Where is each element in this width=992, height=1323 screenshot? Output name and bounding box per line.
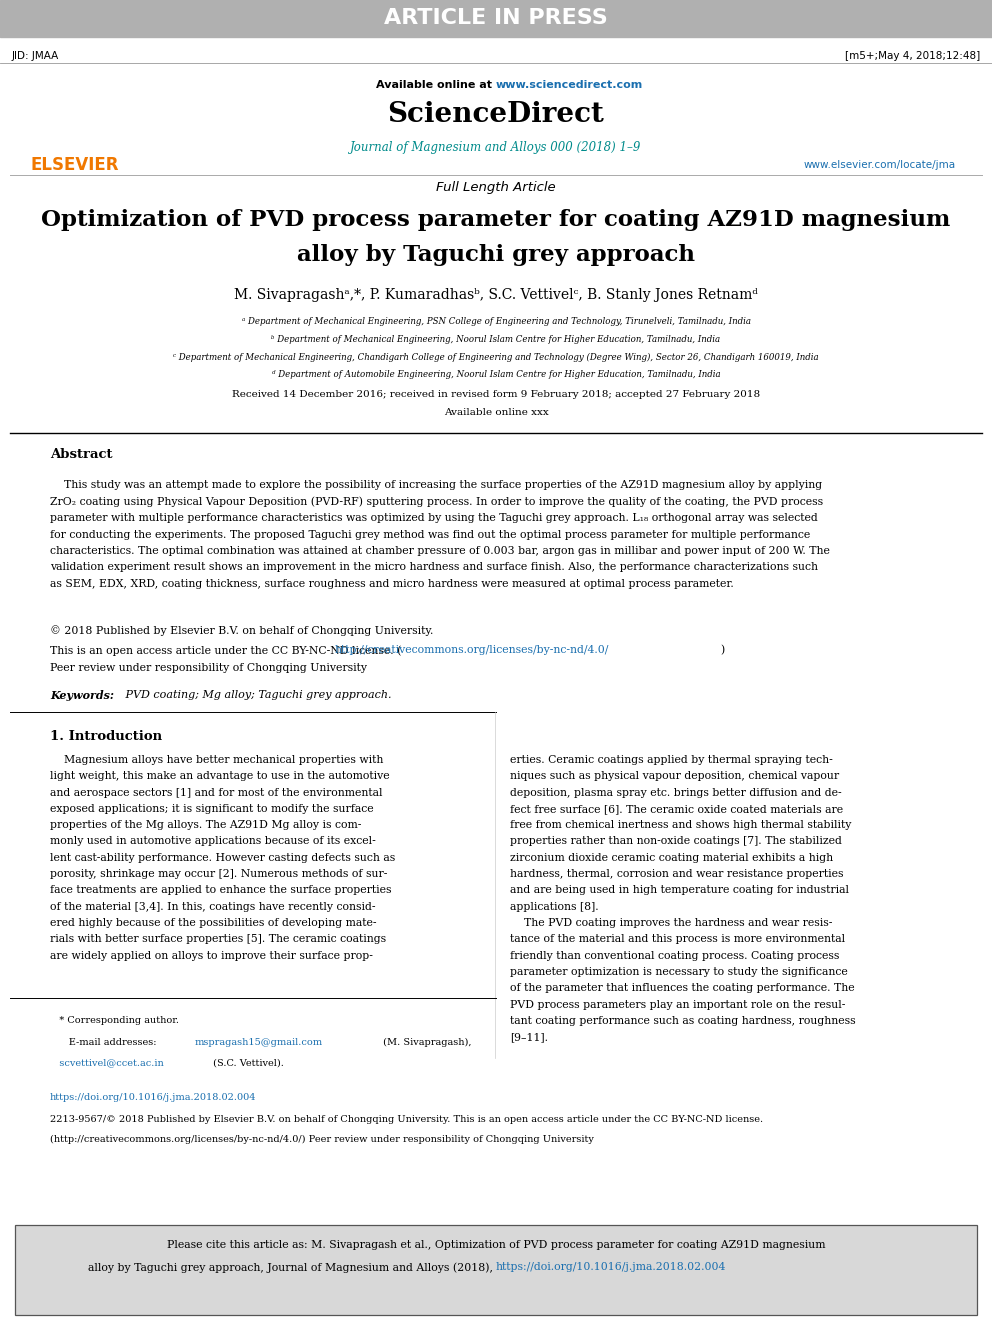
Text: Full Length Article: Full Length Article [436, 181, 556, 194]
Text: (S.C. Vettivel).: (S.C. Vettivel). [210, 1058, 284, 1068]
Text: 2213-9567/© 2018 Published by Elsevier B.V. on behalf of Chongqing University. T: 2213-9567/© 2018 Published by Elsevier B… [50, 1115, 763, 1125]
Text: and aerospace sectors [1] and for most of the environmental: and aerospace sectors [1] and for most o… [50, 787, 383, 798]
Text: parameter with multiple performance characteristics was optimized by using the T: parameter with multiple performance char… [50, 513, 817, 523]
Text: lent cast-ability performance. However casting defects such as: lent cast-ability performance. However c… [50, 853, 395, 863]
Text: This study was an attempt made to explore the possibility of increasing the surf: This study was an attempt made to explor… [50, 480, 822, 490]
Text: ᵈ Department of Automobile Engineering, Noorul Islam Centre for Higher Education: ᵈ Department of Automobile Engineering, … [272, 370, 720, 378]
Text: Journal of Magnesium and Alloys 000 (2018) 1–9: Journal of Magnesium and Alloys 000 (201… [350, 142, 642, 155]
Text: [m5+;May 4, 2018;12:48]: [m5+;May 4, 2018;12:48] [845, 52, 980, 61]
Text: porosity, shrinkage may occur [2]. Numerous methods of sur-: porosity, shrinkage may occur [2]. Numer… [50, 869, 387, 878]
Text: light weight, this make an advantage to use in the automotive: light weight, this make an advantage to … [50, 771, 390, 782]
Text: Peer review under responsibility of Chongqing University: Peer review under responsibility of Chon… [50, 663, 367, 673]
Text: ZrO₂ coating using Physical Vapour Deposition (PVD-RF) sputtering process. In or: ZrO₂ coating using Physical Vapour Depos… [50, 496, 823, 507]
Bar [0, 0, 992, 37]
Text: properties rather than non-oxide coatings [7]. The stabilized: properties rather than non-oxide coating… [510, 836, 842, 847]
Text: tant coating performance such as coating hardness, roughness: tant coating performance such as coating… [510, 1016, 856, 1025]
Text: Magnesium alloys have better mechanical properties with: Magnesium alloys have better mechanical … [50, 755, 383, 765]
Text: mspragash15@gmail.com: mspragash15@gmail.com [195, 1039, 323, 1048]
Text: www.elsevier.com/locate/jma: www.elsevier.com/locate/jma [804, 160, 956, 169]
Text: ᵃ Department of Mechanical Engineering, PSN College of Engineering and Technolog: ᵃ Department of Mechanical Engineering, … [241, 318, 751, 327]
Text: of the parameter that influences the coating performance. The: of the parameter that influences the coa… [510, 983, 855, 994]
Text: https://doi.org/10.1016/j.jma.2018.02.004: https://doi.org/10.1016/j.jma.2018.02.00… [496, 1262, 726, 1271]
Text: zirconium dioxide ceramic coating material exhibits a high: zirconium dioxide ceramic coating materi… [510, 853, 833, 863]
Text: rials with better surface properties [5]. The ceramic coatings: rials with better surface properties [5]… [50, 934, 386, 945]
Text: alloy by Taguchi grey approach, Journal of Magnesium and Alloys (2018),: alloy by Taguchi grey approach, Journal … [87, 1262, 496, 1273]
Text: M. Sivapragashᵃ,*, P. Kumaradhasᵇ, S.C. Vettivelᶜ, B. Stanly Jones Retnamᵈ: M. Sivapragashᵃ,*, P. Kumaradhasᵇ, S.C. … [234, 288, 758, 302]
Text: https://doi.org/10.1016/j.jma.2018.02.004: https://doi.org/10.1016/j.jma.2018.02.00… [50, 1093, 257, 1102]
Text: Available online at: Available online at [376, 79, 496, 90]
Text: fect free surface [6]. The ceramic oxide coated materials are: fect free surface [6]. The ceramic oxide… [510, 804, 843, 814]
Text: E-mail addresses:: E-mail addresses: [50, 1039, 160, 1048]
Text: 1. Introduction: 1. Introduction [50, 730, 162, 744]
Text: ered highly because of the possibilities of developing mate-: ered highly because of the possibilities… [50, 918, 377, 927]
Text: ᶜ Department of Mechanical Engineering, Chandigarh College of Engineering and Te: ᶜ Department of Mechanical Engineering, … [174, 352, 818, 361]
Text: Received 14 December 2016; received in revised form 9 February 2018; accepted 27: Received 14 December 2016; received in r… [232, 390, 760, 400]
Text: ): ) [720, 646, 724, 655]
Text: exposed applications; it is significant to modify the surface: exposed applications; it is significant … [50, 804, 374, 814]
Text: www.sciencedirect.com: www.sciencedirect.com [496, 79, 643, 90]
Text: This is an open access article under the CC BY-NC-ND license. (: This is an open access article under the… [50, 646, 402, 656]
Text: JID: JMAA: JID: JMAA [12, 52, 60, 61]
Text: * Corresponding author.: * Corresponding author. [50, 1016, 179, 1025]
Text: are widely applied on alloys to improve their surface prop-: are widely applied on alloys to improve … [50, 951, 373, 960]
Text: face treatments are applied to enhance the surface properties: face treatments are applied to enhance t… [50, 885, 392, 896]
Text: [9–11].: [9–11]. [510, 1032, 548, 1043]
Text: hardness, thermal, corrosion and wear resistance properties: hardness, thermal, corrosion and wear re… [510, 869, 843, 878]
Text: properties of the Mg alloys. The AZ91D Mg alloy is com-: properties of the Mg alloys. The AZ91D M… [50, 820, 361, 831]
Text: ScienceDirect: ScienceDirect [388, 102, 604, 128]
Text: ARTICLE IN PRESS: ARTICLE IN PRESS [384, 8, 608, 29]
Text: friendly than conventional coating process. Coating process: friendly than conventional coating proce… [510, 951, 839, 960]
Text: PVD process parameters play an important role on the resul-: PVD process parameters play an important… [510, 999, 845, 1009]
Text: Keywords:: Keywords: [50, 691, 114, 701]
Text: The PVD coating improves the hardness and wear resis-: The PVD coating improves the hardness an… [510, 918, 832, 927]
Text: validation experiment result shows an improvement in the micro hardness and surf: validation experiment result shows an im… [50, 562, 818, 573]
Text: ᵇ Department of Mechanical Engineering, Noorul Islam Centre for Higher Education: ᵇ Department of Mechanical Engineering, … [272, 335, 720, 344]
Text: and are being used in high temperature coating for industrial: and are being used in high temperature c… [510, 885, 849, 896]
Text: © 2018 Published by Elsevier B.V. on behalf of Chongqing University.: © 2018 Published by Elsevier B.V. on beh… [50, 624, 434, 636]
Text: niques such as physical vapour deposition, chemical vapour: niques such as physical vapour depositio… [510, 771, 839, 782]
Text: for conducting the experiments. The proposed Taguchi grey method was find out th: for conducting the experiments. The prop… [50, 529, 810, 540]
Text: Abstract: Abstract [50, 448, 112, 462]
Text: of the material [3,4]. In this, coatings have recently consid-: of the material [3,4]. In this, coatings… [50, 902, 376, 912]
Text: Optimization of PVD process parameter for coating AZ91D magnesium: Optimization of PVD process parameter fo… [42, 209, 950, 232]
Text: PVD coating; Mg alloy; Taguchi grey approach.: PVD coating; Mg alloy; Taguchi grey appr… [122, 691, 392, 700]
Text: erties. Ceramic coatings applied by thermal spraying tech-: erties. Ceramic coatings applied by ther… [510, 755, 832, 765]
Text: applications [8].: applications [8]. [510, 902, 598, 912]
Text: Available online xxx: Available online xxx [443, 409, 549, 418]
Text: deposition, plasma spray etc. brings better diffusion and de-: deposition, plasma spray etc. brings bet… [510, 787, 841, 798]
Text: http://creativecommons.org/licenses/by-nc-nd/4.0/: http://creativecommons.org/licenses/by-n… [335, 646, 609, 655]
Text: as SEM, EDX, XRD, coating thickness, surface roughness and micro hardness were m: as SEM, EDX, XRD, coating thickness, sur… [50, 579, 734, 589]
Bar [15, 1225, 977, 1315]
Text: tance of the material and this process is more environmental: tance of the material and this process i… [510, 934, 845, 945]
Text: characteristics. The optimal combination was attained at chamber pressure of 0.0: characteristics. The optimal combination… [50, 546, 830, 556]
Text: (http://creativecommons.org/licenses/by-nc-nd/4.0/) Peer review under responsibi: (http://creativecommons.org/licenses/by-… [50, 1135, 594, 1144]
Text: Please cite this article as: M. Sivapragash et al., Optimization of PVD process : Please cite this article as: M. Sivaprag… [167, 1240, 825, 1250]
Text: (M. Sivapragash),: (M. Sivapragash), [380, 1039, 471, 1048]
Text: ELSEVIER: ELSEVIER [31, 156, 119, 175]
Text: parameter optimization is necessary to study the significance: parameter optimization is necessary to s… [510, 967, 848, 976]
Text: alloy by Taguchi grey approach: alloy by Taguchi grey approach [297, 243, 695, 266]
Text: scvettivel@ccet.ac.in: scvettivel@ccet.ac.in [50, 1058, 164, 1068]
Text: free from chemical inertness and shows high thermal stability: free from chemical inertness and shows h… [510, 820, 851, 831]
Text: monly used in automotive applications because of its excel-: monly used in automotive applications be… [50, 836, 376, 847]
